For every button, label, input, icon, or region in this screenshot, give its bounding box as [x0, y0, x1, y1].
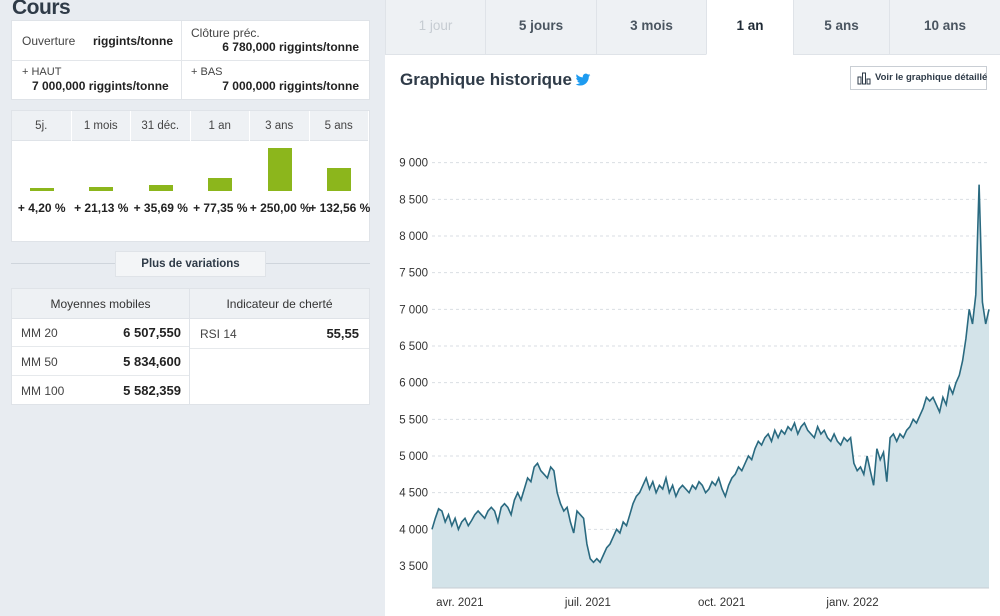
moving-average-row: MM 50 5 834,600 — [12, 348, 189, 376]
moving-average-value: 5 582,359 — [123, 383, 181, 398]
y-tick-label: 5 000 — [399, 451, 428, 463]
variation-bar — [327, 168, 352, 191]
moving-average-value: 6 507,550 — [123, 325, 181, 340]
x-tick-label: oct. 2021 — [698, 597, 745, 609]
variation-percent: + 35,69 % — [133, 201, 188, 215]
tab-1-year[interactable]: 1 an — [706, 0, 793, 55]
chart-title: Graphique historique — [400, 70, 572, 89]
moving-average-row: MM 20 6 507,550 — [12, 319, 189, 347]
moving-average-row: MM 100 5 582,359 — [12, 377, 189, 405]
variation-bar — [29, 188, 54, 191]
y-tick-label: 9 000 — [399, 158, 428, 170]
detailed-chart-button[interactable]: Voir le graphique détaillé — [850, 66, 987, 90]
rsi-row: RSI 14 55,55 — [190, 319, 369, 349]
open-value: riggints/tonne — [93, 34, 173, 48]
y-tick-label: 6 500 — [399, 341, 428, 353]
variation-percent: + 4,20 % — [17, 201, 66, 215]
low-value: 7 000,000 riggints/tonne — [222, 79, 359, 93]
rsi-value: 55,55 — [326, 326, 359, 341]
tab-10-years[interactable]: 10 ans — [889, 0, 1000, 55]
historical-chart[interactable]: 3 500 4 000 4 500 5 000 5 500 6 000 6 500 7 000… — [385, 140, 995, 616]
variation-period-5: 5 ans — [310, 111, 369, 141]
y-tick-label: 4 500 — [399, 488, 428, 500]
x-tick-label: juil. 2021 — [564, 597, 611, 609]
valuation-indicator-header: Indicateur de cherté — [190, 289, 369, 319]
variation-period-0: 5j. — [12, 111, 72, 141]
twitter-icon[interactable] — [575, 72, 591, 88]
variation-bar — [89, 187, 114, 191]
y-tick-label: 8 000 — [399, 231, 428, 243]
moving-average-value: 5 834,600 — [123, 354, 181, 369]
rsi-name: RSI 14 — [200, 327, 237, 341]
variation-bar — [148, 184, 173, 191]
y-tick-label: 6 000 — [399, 378, 428, 390]
variations-header: 5j. 1 mois 31 déc. 1 an 3 ans 5 ans — [12, 111, 369, 141]
y-tick-label: 7 500 — [399, 268, 428, 280]
more-variations-button[interactable]: Plus de variations — [115, 251, 266, 277]
y-tick-label: 7 000 — [399, 304, 428, 316]
moving-average-name: MM 50 — [21, 355, 58, 369]
page-title: Cours — [12, 0, 71, 19]
previous-close-label: Clôture préc. — [191, 26, 260, 40]
tab-1-day[interactable]: 1 jour — [385, 0, 485, 55]
detailed-chart-label: Voir le graphique détaillé — [875, 72, 988, 83]
variation-bar — [267, 148, 292, 191]
price-area-fill — [432, 184, 989, 588]
y-tick-label: 4 000 — [399, 524, 428, 536]
x-tick-label: avr. 2021 — [436, 597, 483, 609]
divider — [12, 60, 369, 61]
variation-bar — [208, 177, 233, 191]
variations-panel: 5j. 1 mois 31 déc. 1 an 3 ans 5 ans + 4,20 % +… — [11, 110, 370, 242]
price-line — [431, 184, 990, 564]
tab-3-months[interactable]: 3 mois — [596, 0, 706, 55]
low-label: + BAS — [191, 66, 223, 78]
tab-5-days[interactable]: 5 jours — [485, 0, 596, 55]
x-tick-label: janv. 2022 — [825, 597, 878, 609]
y-tick-label: 5 500 — [399, 414, 428, 426]
period-tabs: 1 jour 5 jours 3 mois 1 an 5 ans 10 ans — [385, 0, 1000, 55]
previous-close-value: 6 780,000 riggints/tonne — [222, 40, 359, 54]
price-summary: Ouverture riggints/tonne Clôture préc. 6… — [11, 20, 370, 100]
moving-average-name: MM 20 — [21, 326, 58, 340]
variation-period-4: 3 ans — [250, 111, 310, 141]
moving-average-name: MM 100 — [21, 384, 65, 398]
variation-percent: + 250,00 % — [249, 201, 311, 215]
variation-percent: + 132,56 % — [309, 201, 371, 215]
moving-averages-header: Moyennes mobiles — [12, 289, 189, 319]
variation-period-2: 31 déc. — [131, 111, 191, 141]
y-tick-label: 3 500 — [399, 561, 428, 573]
y-tick-label: 8 500 — [399, 194, 428, 206]
indicators-panel: Moyennes mobiles Indicateur de cherté MM… — [11, 288, 370, 405]
tab-5-years[interactable]: 5 ans — [793, 0, 889, 55]
divider — [189, 289, 190, 404]
bar-chart-icon — [857, 72, 871, 85]
variation-period-3: 1 an — [191, 111, 250, 141]
variation-period-1: 1 mois — [72, 111, 131, 141]
high-value: 7 000,000 riggints/tonne — [32, 79, 169, 93]
variation-percent: + 21,13 % — [74, 201, 129, 215]
high-label: + HAUT — [22, 66, 62, 78]
open-label: Ouverture — [22, 34, 76, 48]
chart-panel: 1 jour 5 jours 3 mois 1 an 5 ans 10 ans … — [385, 0, 1000, 616]
variation-percent: + 77,35 % — [193, 201, 248, 215]
